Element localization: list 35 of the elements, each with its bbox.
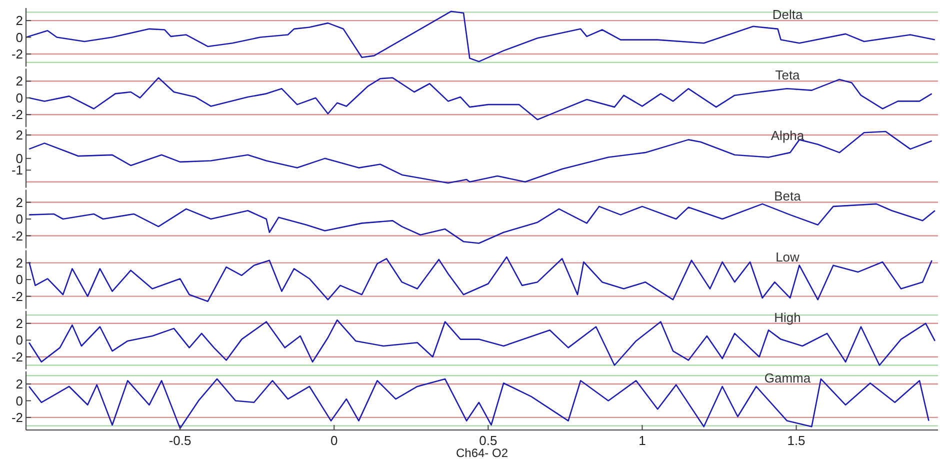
y-tick-label: 2	[16, 316, 23, 331]
line-series	[26, 10, 936, 62]
y-tick-label: 2	[16, 13, 23, 28]
y-tick-label: 2	[16, 194, 23, 210]
y-tick-label: 0	[16, 90, 23, 106]
y-tick-label: 2	[16, 74, 23, 89]
y-tick-label: 2	[16, 128, 23, 143]
x-tick-label: 1	[638, 433, 646, 448]
y-tick-label: -2	[11, 410, 23, 425]
line-series	[28, 130, 932, 184]
chart-title: Beta	[774, 188, 802, 204]
chart-title: Low	[776, 249, 800, 264]
y-tick-label: 2	[16, 255, 23, 270]
chart-title: Alpha	[770, 128, 805, 144]
y-tick-label: 0	[16, 272, 23, 288]
y-tick-label: 2	[16, 376, 23, 392]
x-axis-title: Ch64- O2	[456, 446, 508, 459]
y-tick-label: -2	[11, 349, 23, 364]
chart-title: Gamma	[764, 370, 812, 386]
x-tick-label: 0	[330, 433, 338, 448]
x-tick-label: -0.5	[168, 433, 192, 448]
line-series	[28, 203, 936, 244]
y-tick-label: 0	[16, 212, 23, 227]
chart-title: Delta	[772, 7, 804, 22]
y-tick-label: -2	[11, 107, 23, 122]
x-tick-label: 0.5	[479, 433, 498, 448]
y-tick-label: 0	[16, 30, 23, 45]
y-tick-label: 0	[16, 332, 23, 348]
x-tick-label: 1.5	[787, 433, 806, 448]
y-tick-label: -2	[11, 288, 23, 304]
chart-title: Teta	[775, 68, 801, 83]
chart-title: High	[774, 310, 801, 325]
y-tick-label: 0	[16, 393, 23, 408]
y-tick-label: -2	[11, 228, 23, 244]
y-tick-label: -2	[11, 46, 23, 62]
